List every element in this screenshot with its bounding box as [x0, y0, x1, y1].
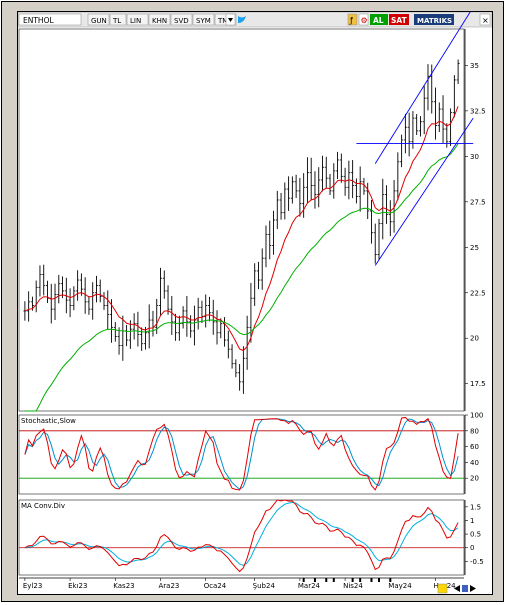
- stochastic-axis-tick-label: 100: [470, 412, 483, 420]
- toolbar-button-label: SVD: [174, 17, 189, 25]
- close-button[interactable]: [479, 13, 491, 26]
- symbol-text: ENTHOL: [23, 16, 54, 25]
- formula-button[interactable]: [347, 13, 358, 26]
- toolbar-button-khn[interactable]: [148, 13, 171, 26]
- toolbar-button-tmp[interactable]: [214, 13, 237, 26]
- price-axis-tick-label: 35: [470, 62, 479, 70]
- price-axis-tick-label: 20: [470, 335, 479, 343]
- formula-icon: ƒ: [349, 16, 353, 25]
- price-axis-tick-label: 22.5: [470, 289, 486, 297]
- x-axis-label: Ara23: [159, 582, 180, 590]
- macd-axis-tick-label: -0.5: [470, 558, 484, 566]
- chevron-down-icon: [228, 18, 233, 22]
- stochastic-title: Stochastic,Slow: [21, 417, 76, 425]
- toolbar-button-sym[interactable]: [192, 13, 215, 26]
- gear-icon: ⚙: [361, 16, 368, 25]
- chart-window: ENTHOL GUN TL LIN KHN SVD SYM TMP ƒ ⚙ AL SAT M…: [17, 11, 493, 595]
- channel-upper-line[interactable]: [374, 12, 473, 164]
- moving-average-slow: [24, 143, 459, 412]
- event-marker[interactable]: [313, 578, 316, 582]
- matriks-label: MATRIKS: [417, 17, 452, 25]
- macd-title: MA Conv.Div: [21, 502, 65, 510]
- event-marker[interactable]: [302, 578, 305, 582]
- price-axis-tick-label: 17.5: [470, 380, 486, 388]
- event-marker[interactable]: [332, 578, 335, 582]
- scroll-button[interactable]: [437, 583, 448, 594]
- twitter-icon[interactable]: [238, 16, 246, 23]
- toolbar-button-label: KHN: [152, 17, 167, 25]
- stochastic-k-line: [24, 416, 459, 491]
- macd-axis-tick-label: 0.5: [470, 531, 481, 539]
- stochastic-axis-tick-label: 20: [470, 475, 479, 483]
- scroll-left-icon[interactable]: [454, 585, 460, 592]
- toolbar-button-lin[interactable]: [126, 13, 149, 26]
- macd-signal-line: [24, 501, 459, 566]
- price-axis-tick-label: 32.5: [470, 107, 486, 115]
- close-icon: ×: [482, 16, 489, 25]
- stochastic-axis-tick-label: 80: [470, 427, 479, 435]
- toolbar-button-label: SYM: [196, 17, 211, 25]
- price-pane-frame: [18, 28, 465, 412]
- symbol-field[interactable]: [18, 13, 82, 26]
- chart-svg: ENTHOL GUN TL LIN KHN SVD SYM TMP ƒ ⚙ AL SAT M…: [18, 12, 492, 594]
- settings-button[interactable]: [358, 13, 369, 26]
- x-axis-label: Oca24: [204, 582, 227, 590]
- macd-pane-frame: [18, 499, 465, 576]
- matriks-button[interactable]: [414, 14, 454, 25]
- macd-line: [24, 499, 459, 573]
- sell-button[interactable]: [389, 14, 409, 25]
- toolbar-button-label: TMP: [217, 17, 233, 25]
- buy-button[interactable]: [370, 14, 388, 25]
- macd-pane: -0.5 0 0.5 1 1.5 MA Conv.Div: [18, 499, 484, 576]
- buy-label: AL: [373, 16, 384, 25]
- x-axis-label: Mar24: [298, 582, 321, 590]
- macd-axis-tick-label: 1: [470, 517, 474, 525]
- scroll-thumb[interactable]: [462, 585, 468, 592]
- sell-label: SAT: [391, 16, 408, 25]
- scroll-right-icon[interactable]: [470, 585, 476, 592]
- channel-lower-line[interactable]: [374, 117, 474, 266]
- x-axis: Eyl23 Ekı23 Kas23 Ara23 Oca24 Şub24 Mar24 Nis24…: [19, 577, 464, 590]
- event-marker[interactable]: [378, 578, 381, 582]
- x-axis-label: Ekı23: [68, 582, 87, 590]
- toolbar-button-label: LIN: [130, 17, 141, 25]
- x-axis-label: Eyl23: [23, 582, 42, 590]
- price-axis-tick-label: 30: [470, 153, 479, 161]
- moving-average-fast: [24, 106, 459, 352]
- toolbar: ENTHOL GUN TL LIN KHN SVD SYM TMP ƒ ⚙ AL SAT M…: [18, 12, 492, 28]
- event-marker[interactable]: [325, 578, 328, 582]
- price-axis-tick-label: 27.5: [470, 198, 486, 206]
- stochastic-d-line: [24, 418, 459, 490]
- event-marker[interactable]: [359, 578, 362, 582]
- toolbar-button-label: GUN: [91, 17, 107, 25]
- stochastic-axis-tick-label: 40: [470, 459, 479, 467]
- macd-axis-tick-label: 0: [470, 544, 474, 552]
- toolbar-button-label: TL: [112, 17, 121, 25]
- toolbar-button-tl[interactable]: [109, 13, 127, 26]
- event-marker[interactable]: [370, 578, 373, 582]
- x-axis-label: Şub24: [253, 582, 276, 590]
- event-marker[interactable]: [389, 578, 392, 582]
- stochastic-pane: 20 40 60 80 100 Stochastic,Slow: [18, 412, 483, 495]
- toolbar-button-gun[interactable]: [87, 13, 110, 26]
- scroll-controls: [437, 583, 476, 594]
- stochastic-axis-tick-label: 60: [470, 443, 479, 451]
- price-axis-tick-label: 25: [470, 244, 479, 252]
- event-marker[interactable]: [351, 578, 354, 582]
- toolbar-button-svd[interactable]: [170, 13, 193, 26]
- x-axis-label: Nis24: [343, 582, 363, 590]
- price-pane: 17.5 20 22.5 25 27.5 30 32.5 35: [18, 12, 486, 412]
- x-axis-label: May24: [388, 582, 412, 590]
- macd-axis-tick-label: 1.5: [470, 503, 481, 511]
- stochastic-pane-frame: [18, 414, 465, 495]
- x-axis-label: Kas23: [113, 582, 134, 590]
